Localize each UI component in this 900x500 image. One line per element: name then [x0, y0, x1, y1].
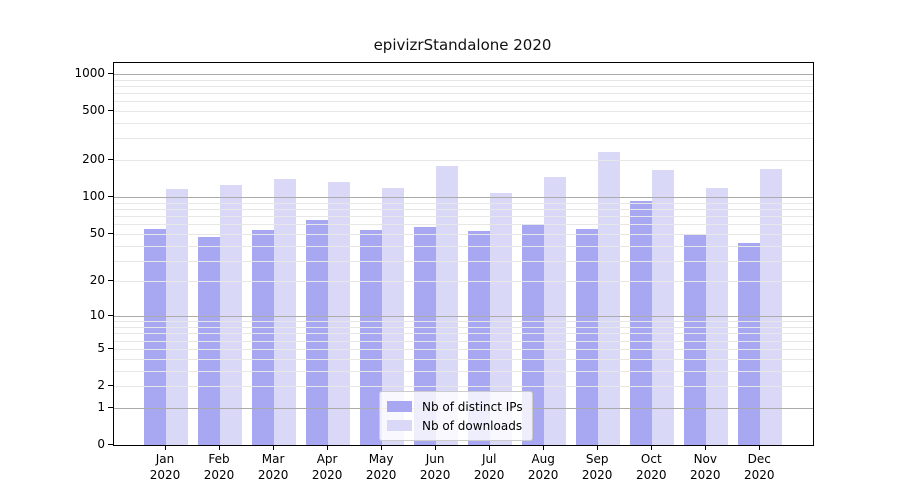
x-tick-label: Mar 2020	[257, 452, 289, 482]
x-tick-label: Oct 2020	[636, 452, 667, 482]
bar-downloads	[328, 181, 351, 445]
bar-distinct-ips	[684, 233, 707, 445]
x-tick-mark	[759, 445, 761, 450]
y-tick-mark	[108, 159, 113, 161]
x-tick-label: Jan 2020	[149, 452, 181, 482]
y-tick-mark	[108, 72, 113, 74]
y-tick-label: 0	[97, 437, 105, 451]
x-tick-label: Sep 2020	[581, 452, 613, 482]
bar-distinct-ips	[198, 237, 221, 445]
x-tick-mark	[165, 445, 166, 450]
bar-downloads	[274, 179, 297, 445]
y-tick-label: 20	[89, 273, 105, 288]
x-tick-label: Aug 2020	[527, 452, 559, 482]
legend: Nb of distinct IPs Nb of downloads	[379, 391, 533, 441]
x-tick-mark	[651, 445, 653, 450]
bar-downloads	[598, 151, 621, 445]
x-tick-label: Jul 2020	[473, 452, 505, 482]
legend-label: Nb of distinct IPs	[422, 399, 523, 414]
y-tick-label: 2	[97, 378, 105, 392]
y-tick-mark	[108, 385, 113, 386]
x-tick-mark	[381, 445, 383, 450]
legend-row: Nb of downloads	[387, 416, 523, 435]
y-tick-mark	[108, 110, 113, 111]
y-tick-label: 5	[97, 340, 105, 355]
legend-label: Nb of downloads	[422, 418, 523, 433]
plot-area: Nb of distinct IPs Nb of downloads	[113, 62, 814, 446]
legend-swatch-downloads	[387, 420, 412, 431]
x-tick-mark	[543, 445, 545, 450]
x-tick-label: May 2020	[365, 452, 397, 482]
x-tick-label: Jun 2020	[419, 452, 451, 482]
legend-row: Nb of distinct IPs	[387, 397, 523, 416]
bar-downloads	[652, 169, 675, 445]
bar-downloads	[220, 185, 243, 445]
x-tick-mark	[435, 445, 437, 450]
bar-distinct-ips	[630, 200, 653, 445]
bar-downloads	[490, 192, 513, 445]
y-tick-label: 50	[89, 225, 105, 240]
y-tick-mark	[108, 280, 113, 282]
y-tick-mark	[108, 444, 113, 445]
bars-layer	[114, 63, 813, 445]
legend-swatch-distinct_ips	[387, 401, 412, 412]
bar-distinct-ips	[360, 229, 383, 445]
bar-downloads	[166, 189, 188, 445]
bar-distinct-ips	[738, 242, 761, 445]
bar-downloads	[436, 165, 459, 445]
x-tick-mark	[705, 445, 707, 450]
x-tick-label: Feb 2020	[203, 452, 235, 482]
x-tick-mark	[489, 445, 491, 450]
y-tick-label: 500	[82, 103, 105, 117]
bar-distinct-ips	[252, 229, 275, 445]
bar-distinct-ips	[306, 219, 329, 445]
y-tick-mark	[108, 406, 113, 408]
x-tick-label: Nov 2020	[690, 452, 721, 482]
y-tick-mark	[108, 347, 113, 349]
chart-title: epivizrStandalone 2020	[373, 36, 552, 54]
y-tick-mark	[108, 232, 113, 234]
y-tick-mark	[108, 196, 113, 198]
x-tick-mark	[273, 445, 275, 450]
y-tick-label: 200	[82, 152, 105, 167]
bar-distinct-ips	[576, 228, 599, 445]
x-tick-mark	[597, 445, 599, 450]
y-tick-mark	[108, 315, 113, 317]
bar-downloads	[706, 188, 729, 445]
y-tick-label: 100	[82, 189, 105, 204]
bar-distinct-ips	[522, 225, 545, 445]
y-tick-label: 1	[97, 399, 105, 414]
bar-downloads	[760, 168, 783, 445]
x-tick-label: Dec 2020	[744, 452, 775, 482]
bar-downloads	[544, 176, 567, 445]
x-tick-mark	[327, 445, 329, 450]
y-tick-label: 10	[89, 308, 105, 323]
bar-distinct-ips	[144, 228, 166, 445]
x-tick-label: Apr 2020	[311, 452, 343, 482]
y-tick-label: 1000	[74, 65, 105, 80]
x-tick-mark	[219, 445, 220, 450]
